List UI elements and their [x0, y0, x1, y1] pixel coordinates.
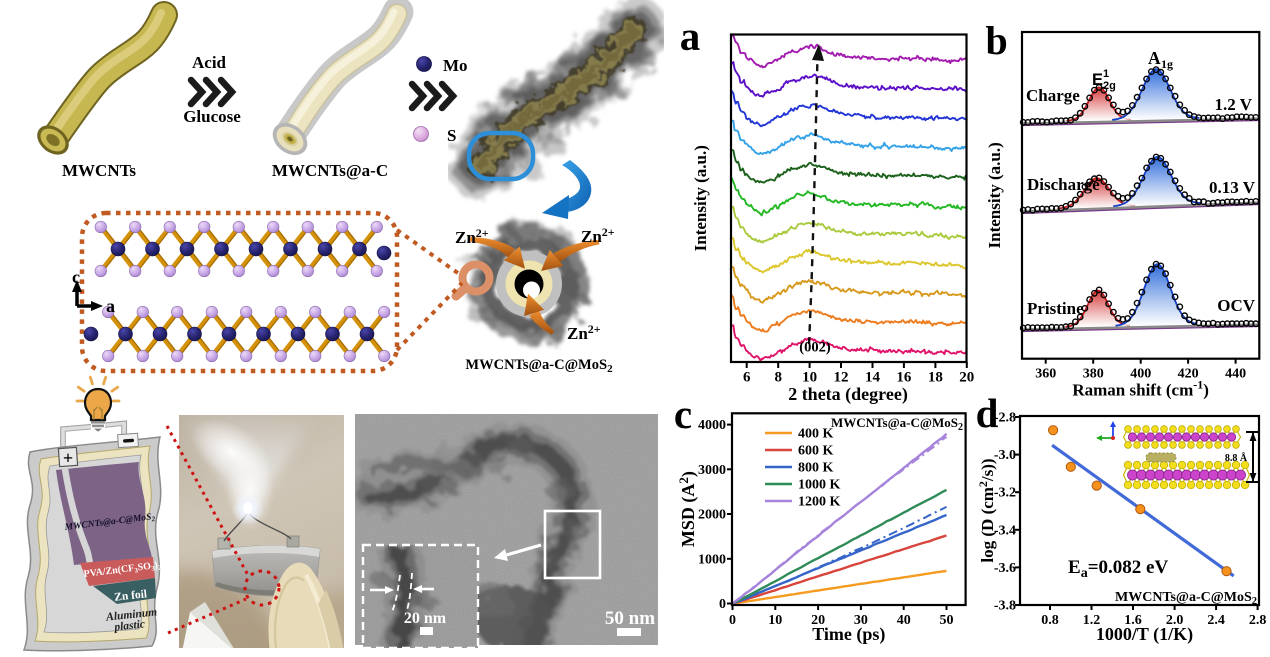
svg-text:A: A — [1148, 48, 1161, 68]
svg-text:a: a — [106, 296, 115, 316]
svg-text:-2.8: -2.8 — [994, 411, 1016, 426]
svg-text:-3.8: -3.8 — [994, 599, 1016, 614]
svg-text:log (D (cm2/s)): log (D (cm2/s)) — [976, 458, 997, 562]
svg-text:50 nm: 50 nm — [605, 608, 655, 629]
svg-text:S: S — [447, 126, 456, 145]
svg-text:1.2: 1.2 — [1083, 613, 1101, 628]
svg-text:MWCNTs@a-C: MWCNTs@a-C — [272, 161, 388, 180]
svg-text:440: 440 — [1225, 367, 1246, 382]
svg-text:Aluminum: Aluminum — [105, 606, 158, 623]
svg-text:1000/T (1/K): 1000/T (1/K) — [1096, 624, 1193, 645]
svg-text:MWCNTs@a-C@MoS2: MWCNTs@a-C@MoS2 — [1115, 590, 1257, 607]
svg-text:MWCNTs@a-C@MoS2: MWCNTs@a-C@MoS2 — [465, 357, 613, 375]
svg-text:-3.4: -3.4 — [994, 523, 1016, 538]
svg-text:400 K: 400 K — [798, 427, 834, 442]
svg-text:(002): (002) — [799, 340, 831, 356]
svg-text:1: 1 — [1103, 68, 1109, 80]
svg-text:OCV: OCV — [1217, 296, 1256, 315]
svg-text:Glucose: Glucose — [183, 107, 241, 126]
svg-text:Intensity (a.u.): Intensity (a.u.) — [691, 145, 710, 251]
svg-text:40: 40 — [897, 613, 911, 628]
svg-text:-3.6: -3.6 — [994, 561, 1016, 576]
svg-text:20 nm: 20 nm — [404, 610, 447, 627]
svg-text:MWCNTs: MWCNTs — [62, 161, 136, 180]
svg-text:12: 12 — [834, 370, 849, 386]
svg-text:600 K: 600 K — [798, 444, 834, 459]
svg-text:Zn2+: Zn2+ — [567, 322, 601, 343]
svg-text:Pristine: Pristine — [1027, 299, 1084, 318]
svg-text:b: b — [986, 18, 1008, 63]
svg-text:1000 K: 1000 K — [798, 478, 841, 493]
svg-text:0.13 V: 0.13 V — [1209, 178, 1256, 197]
svg-text:1.6: 1.6 — [1124, 613, 1142, 628]
svg-text:2g: 2g — [1103, 80, 1116, 92]
svg-text:MSD (A2): MSD (A2) — [676, 471, 699, 547]
svg-text:14: 14 — [865, 370, 881, 386]
svg-text:d: d — [976, 390, 999, 436]
svg-text:420: 420 — [1178, 367, 1199, 382]
svg-text:380: 380 — [1083, 367, 1104, 382]
svg-text:0.8: 0.8 — [1041, 613, 1059, 628]
svg-text:Charge: Charge — [1026, 86, 1080, 105]
svg-text:3000: 3000 — [698, 463, 726, 478]
svg-text:E: E — [1092, 71, 1103, 89]
svg-text:Ea=0.082 eV: Ea=0.082 eV — [1068, 557, 1168, 581]
svg-text:2.4: 2.4 — [1207, 613, 1225, 628]
svg-text:1g: 1g — [1161, 57, 1173, 71]
svg-text:800 K: 800 K — [798, 461, 834, 476]
svg-text:Mo: Mo — [443, 56, 468, 75]
svg-text:2.0: 2.0 — [1166, 613, 1184, 628]
svg-text:MWCNTs@a-C@MoS2: MWCNTs@a-C@MoS2 — [831, 415, 963, 433]
svg-text:6: 6 — [743, 370, 751, 386]
svg-text:Intensity (a.u.): Intensity (a.u.) — [985, 142, 1004, 248]
svg-text:8.8 Å: 8.8 Å — [1225, 452, 1248, 464]
svg-text:Raman shift (cm-1): Raman shift (cm-1) — [1072, 378, 1209, 400]
svg-text:c: c — [674, 391, 692, 437]
svg-text:10: 10 — [802, 370, 817, 386]
svg-text:30: 30 — [854, 613, 868, 628]
svg-text:1000: 1000 — [698, 552, 726, 567]
svg-text:c: c — [72, 267, 80, 287]
svg-text:+: + — [63, 448, 73, 468]
svg-text:2.8: 2.8 — [1249, 613, 1267, 628]
svg-text:a: a — [680, 13, 701, 59]
svg-text:plastic: plastic — [113, 618, 146, 633]
svg-text:Discharge: Discharge — [1027, 175, 1100, 194]
svg-text:4000: 4000 — [698, 418, 726, 433]
svg-text:-3.2: -3.2 — [994, 486, 1016, 501]
svg-text:20: 20 — [811, 613, 825, 628]
svg-text:Time (ps): Time (ps) — [812, 624, 885, 645]
svg-text:Acid: Acid — [192, 53, 227, 72]
svg-text:1200 K: 1200 K — [798, 495, 841, 510]
svg-text:18: 18 — [928, 370, 943, 386]
svg-text:16: 16 — [896, 370, 912, 386]
svg-text:0: 0 — [729, 613, 736, 628]
svg-text:1.2 V: 1.2 V — [1215, 95, 1253, 114]
svg-text:8: 8 — [774, 370, 782, 386]
svg-text:400: 400 — [1130, 367, 1151, 382]
svg-text:-3.0: -3.0 — [994, 448, 1016, 463]
svg-text:0: 0 — [719, 597, 726, 612]
svg-text:10: 10 — [768, 613, 782, 628]
svg-text:Zn2+: Zn2+ — [581, 225, 615, 246]
svg-text:20: 20 — [959, 370, 974, 386]
svg-text:360: 360 — [1035, 367, 1056, 382]
svg-text:50: 50 — [940, 613, 954, 628]
svg-text:2 theta (degree): 2 theta (degree) — [788, 384, 908, 405]
svg-text:2000: 2000 — [698, 508, 726, 523]
svg-text:Zn foil: Zn foil — [114, 588, 148, 603]
